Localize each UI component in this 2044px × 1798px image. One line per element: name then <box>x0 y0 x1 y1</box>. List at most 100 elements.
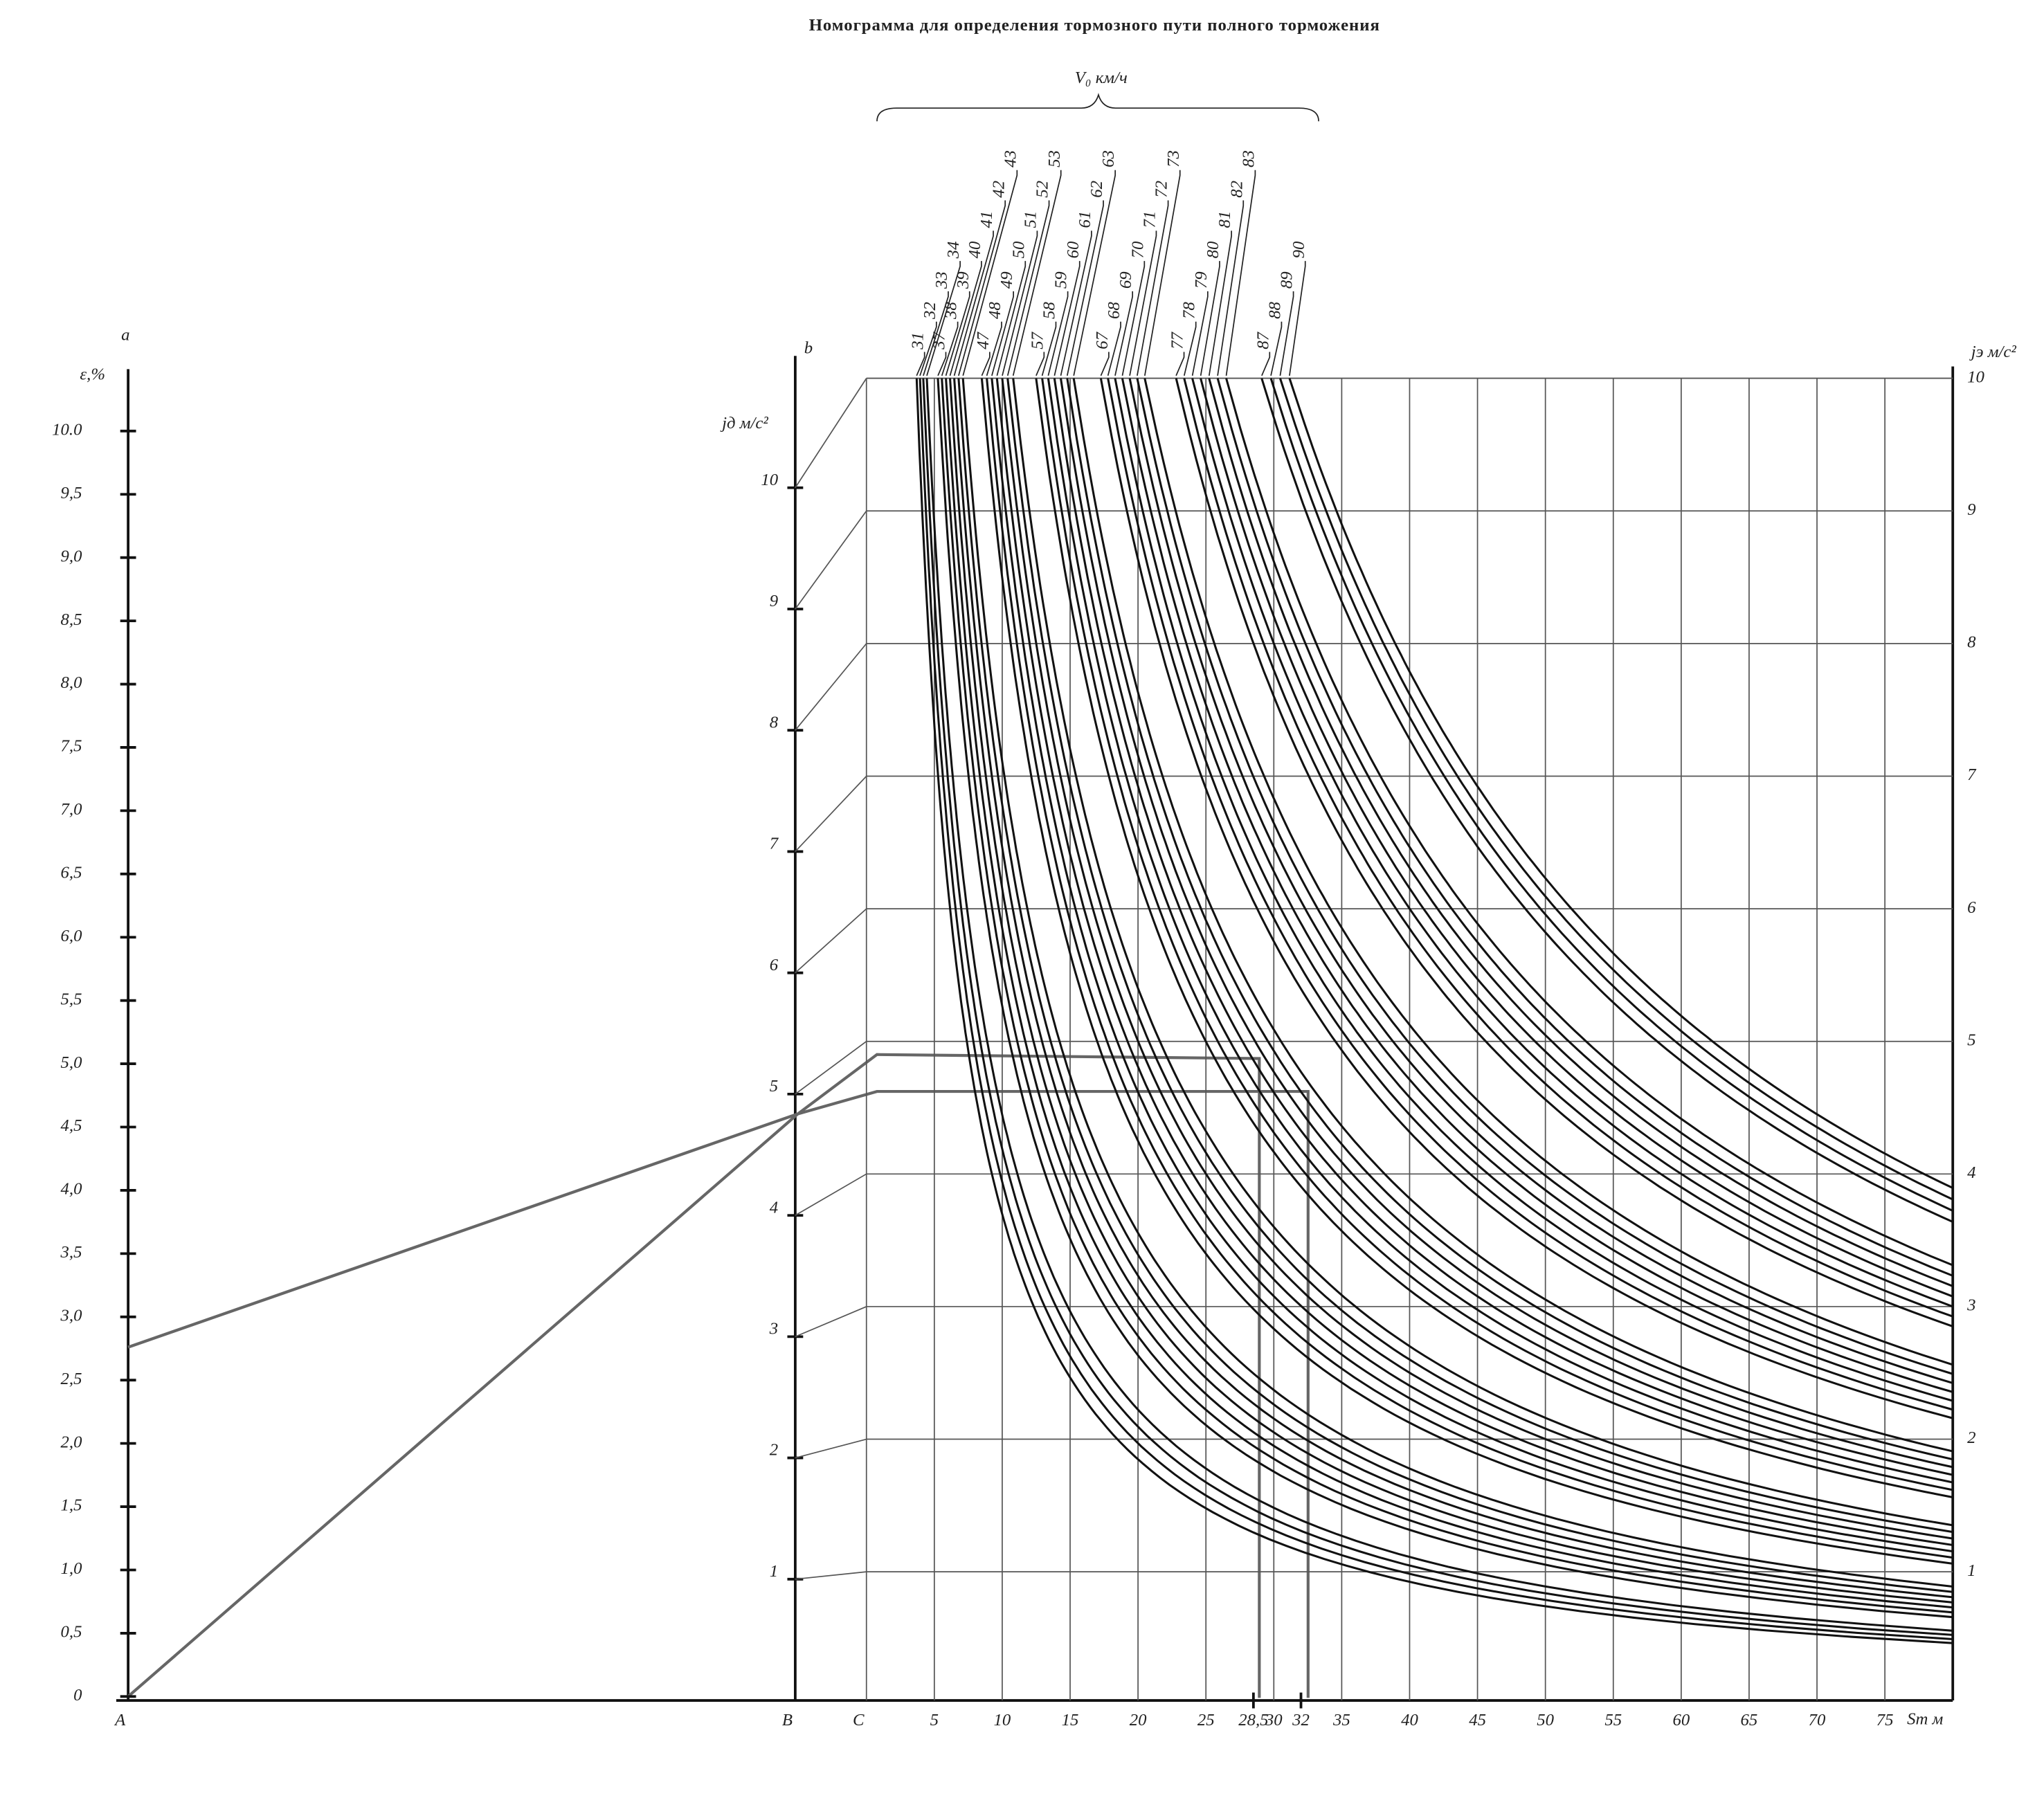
axis-a-tick-label: 8,0 <box>61 673 83 692</box>
speed-curve <box>1001 378 1953 1540</box>
speed-brace <box>876 93 1319 122</box>
speed-tick-label: 80 <box>1204 241 1222 258</box>
example-line <box>127 1053 1261 1698</box>
speed-leader <box>986 321 1002 376</box>
speed-leader <box>1225 170 1256 376</box>
speed-curve <box>1099 378 1953 1419</box>
speed-leader <box>1060 230 1092 376</box>
speed-leader <box>1107 321 1121 376</box>
axis-a-tick-label: 7,5 <box>61 737 82 756</box>
connector <box>795 510 867 610</box>
axis-a-tick-label: 9,5 <box>61 484 82 502</box>
speed-curve <box>957 378 1953 1593</box>
speed-leader <box>1002 230 1038 376</box>
speed-tick-label: 49 <box>997 271 1016 289</box>
speed-leader <box>1191 291 1209 376</box>
axis-a-tick-label: 4,0 <box>61 1180 83 1199</box>
speed-leader <box>981 352 991 376</box>
axis-a-name: a <box>121 325 129 344</box>
speed-curve <box>915 378 1953 1644</box>
connector <box>795 1041 867 1095</box>
speed-tick-label: 60 <box>1064 241 1083 258</box>
speed-tick-label: 59 <box>1052 271 1071 289</box>
speed-curve <box>1191 378 1953 1308</box>
speed-leader <box>1175 352 1185 376</box>
speed-leader <box>916 352 925 376</box>
axis-e-tick-label: 7 <box>1967 765 1977 784</box>
axis-s-tick-label: 55 <box>1604 1711 1622 1729</box>
speed-leader <box>1047 291 1069 376</box>
speed-curve <box>991 378 1953 1553</box>
axis-a-tick-label: 2,0 <box>61 1433 83 1451</box>
speed-curve <box>941 378 1953 1614</box>
axis-s-tick-label: 5 <box>930 1711 939 1729</box>
axis-a-tick-label: 10.0 <box>52 421 82 439</box>
speed-tick-label: 50 <box>1009 241 1028 258</box>
speed-leader <box>962 170 1018 376</box>
title: Номограмма для определения тормозного пу… <box>809 16 1380 35</box>
axis-s-label: Sт м <box>1907 1709 1943 1728</box>
speed-curve <box>1175 378 1953 1327</box>
speed-tick-label: 51 <box>1021 211 1040 228</box>
speed-leader <box>919 321 937 376</box>
axis-a-tick-label: 9,0 <box>61 547 83 565</box>
speed-curve <box>995 378 1953 1546</box>
speed-curve <box>1047 378 1953 1484</box>
axis-a-tick-label: 6,0 <box>61 927 83 945</box>
speed-tick-label: 32 <box>921 302 939 320</box>
speed-curve <box>937 378 1953 1619</box>
axis-s-tick-label: 25 <box>1197 1711 1215 1729</box>
speed-curve <box>1183 378 1953 1318</box>
axis-b-label: jд м/с² <box>720 414 768 433</box>
speed-leader <box>1006 200 1050 376</box>
speed-curve <box>1059 378 1953 1469</box>
speed-tick-label: 33 <box>932 271 951 289</box>
speed-tick-label: 77 <box>1168 331 1187 349</box>
axis-s-tick-label: 30 <box>1265 1711 1283 1729</box>
speed-curve <box>1136 378 1953 1375</box>
speed-leader <box>1279 291 1294 376</box>
speed-tick-label: 82 <box>1227 181 1246 198</box>
connector <box>795 908 867 974</box>
speed-leader <box>1073 170 1116 376</box>
speed-tick-label: 37 <box>930 331 949 349</box>
speed-tick-label: 58 <box>1040 302 1059 319</box>
speed-leader <box>923 291 949 376</box>
speed-curve <box>1012 378 1953 1527</box>
axis-a-tick-label: 0,5 <box>61 1623 82 1642</box>
axis-s-tick-label: 60 <box>1672 1711 1690 1729</box>
connector <box>795 1438 867 1459</box>
connector <box>795 1173 867 1216</box>
axis-s-tick-label: 40 <box>1401 1711 1418 1729</box>
axis-b-tick-label: 8 <box>770 713 779 732</box>
speed-tick-label: 48 <box>986 302 1004 319</box>
speed-leader <box>1289 261 1306 376</box>
speed-curve <box>1041 378 1953 1491</box>
speed-curve <box>1216 378 1953 1277</box>
point-label: C <box>853 1711 865 1729</box>
axis-a-tick-label: 5,5 <box>61 990 82 1008</box>
axis-s-tick-label: 28,5 <box>1238 1711 1268 1729</box>
axis-a-tick-label: 3,5 <box>60 1243 82 1262</box>
speed-curve <box>922 378 1953 1636</box>
speed-curve <box>1269 378 1953 1212</box>
speed-leader <box>945 291 970 376</box>
speed-leader <box>926 261 961 376</box>
speed-tick-label: 81 <box>1215 211 1234 228</box>
speed-leader <box>949 261 982 376</box>
speed-curve <box>1053 378 1953 1476</box>
speed-leader <box>1035 352 1045 376</box>
axis-e-tick-label: 6 <box>1967 898 1976 917</box>
speed-tick-label: 61 <box>1076 211 1094 228</box>
speed-tick-label: 57 <box>1028 331 1047 349</box>
speed-curve <box>1260 378 1953 1223</box>
speed-curve <box>1128 378 1953 1384</box>
speed-curve <box>1143 378 1953 1366</box>
connector <box>795 378 867 489</box>
speed-tick-label: 38 <box>942 302 961 320</box>
axis-e-tick-label: 9 <box>1967 500 1975 519</box>
axis-e-tick-label: 5 <box>1967 1030 1975 1049</box>
speed-leader <box>958 200 1006 376</box>
speed-curve <box>1278 378 1953 1201</box>
speed-tick-label: 34 <box>944 242 963 260</box>
